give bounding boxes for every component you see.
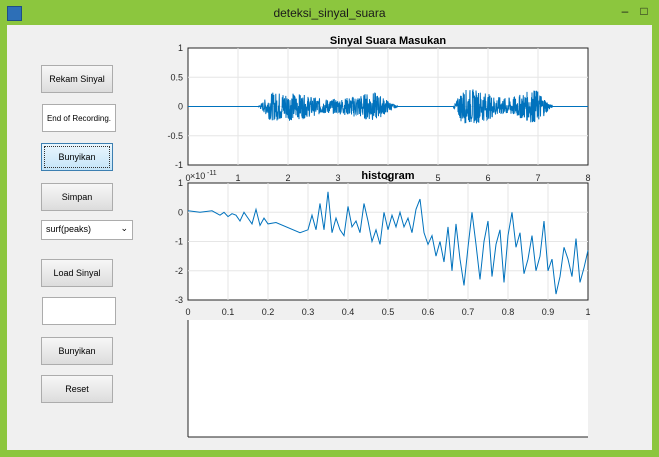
x-tick-label: 0.5 (382, 307, 395, 317)
signal-series-line (188, 89, 588, 124)
histogram-axes: 0 0.1 0.2 0.3 0.4 0.5 0.6 0.7 0.8 0.9 110-1-2-3his… (175, 170, 591, 317)
matlab-figure-icon (7, 6, 22, 21)
x-tick-label: 0.9 (542, 307, 555, 317)
load-sinyal-button[interactable]: Load Sinyal (41, 259, 113, 287)
x-tick-label: 0.4 (342, 307, 355, 317)
plot-type-select[interactable]: surf(peaks) ⌄ (41, 220, 133, 240)
x-tick-label: 0.6 (422, 307, 435, 317)
y-tick-label: -2 (175, 266, 183, 276)
x-tick-label: 0.1 (222, 307, 235, 317)
x-tick-label: 5 (435, 173, 440, 183)
window-title: deteksi_sinyal_suara (273, 6, 386, 20)
y-tick-label: 1 (178, 178, 183, 188)
histogram-series-line (187, 191, 589, 295)
chart-title: histogram (361, 170, 414, 182)
x-tick-label: 7 (535, 173, 540, 183)
simpan-button[interactable]: Simpan (41, 183, 113, 211)
plot-type-value: surf(peaks) (46, 224, 92, 234)
y-tick-label: 1 (178, 43, 183, 53)
x-tick-label: 0.3 (302, 307, 315, 317)
bunyikan-button[interactable]: Bunyikan (41, 143, 113, 171)
minimize-button[interactable]: ‒ (621, 4, 629, 18)
figure-client-area: Rekam Sinyal End of Recording. Bunyikan … (7, 25, 652, 450)
surface-axes-blank (188, 320, 588, 437)
y-tick-label: -1 (175, 160, 183, 170)
reset-button[interactable]: Reset (41, 375, 113, 403)
x-tick-label: 2 (285, 173, 290, 183)
x-tick-label: 1 (235, 173, 240, 183)
y-tick-label: -3 (175, 295, 183, 305)
x-tick-label: 1 (585, 307, 590, 317)
exponent-power: -11 (207, 170, 217, 177)
rekam-sinyal-button[interactable]: Rekam Sinyal (41, 65, 113, 93)
x-tick-label: 0.8 (502, 307, 515, 317)
chevron-down-icon: ⌄ (120, 223, 128, 233)
x-tick-label: 0 (185, 173, 190, 183)
x-tick-label: 0.2 (262, 307, 275, 317)
maximize-button[interactable]: □ (640, 4, 648, 18)
x-tick-label: 4 (385, 173, 390, 183)
status-field[interactable]: End of Recording. (42, 104, 116, 132)
x-tick-label: 8 (585, 173, 590, 183)
y-tick-label: -0.5 (167, 131, 183, 141)
y-tick-label: -1 (175, 237, 183, 247)
input-field[interactable] (42, 297, 116, 325)
y-tick-label: 0.5 (170, 72, 183, 82)
y-tick-label: 0 (178, 102, 183, 112)
bunyikan-2-button[interactable]: Bunyikan (41, 337, 113, 365)
x-tick-label: 3 (335, 173, 340, 183)
x-tick-label: 0.7 (462, 307, 475, 317)
x-tick-label: 6 (485, 173, 490, 183)
x-tick-label: 0 (185, 307, 190, 317)
title-bar: deteksi_sinyal_suara ‒ □ (1, 1, 658, 25)
exponent-label: ×10 (190, 171, 205, 181)
y-tick-label: 0 (178, 207, 183, 217)
signal-axes: 0 1 2 3 4 5 6 7 8 1 0.5 0 -0.5 -1 Sinyal Suara Masukan (167, 35, 590, 183)
chart-title: Sinyal Suara Masukan (330, 35, 446, 47)
